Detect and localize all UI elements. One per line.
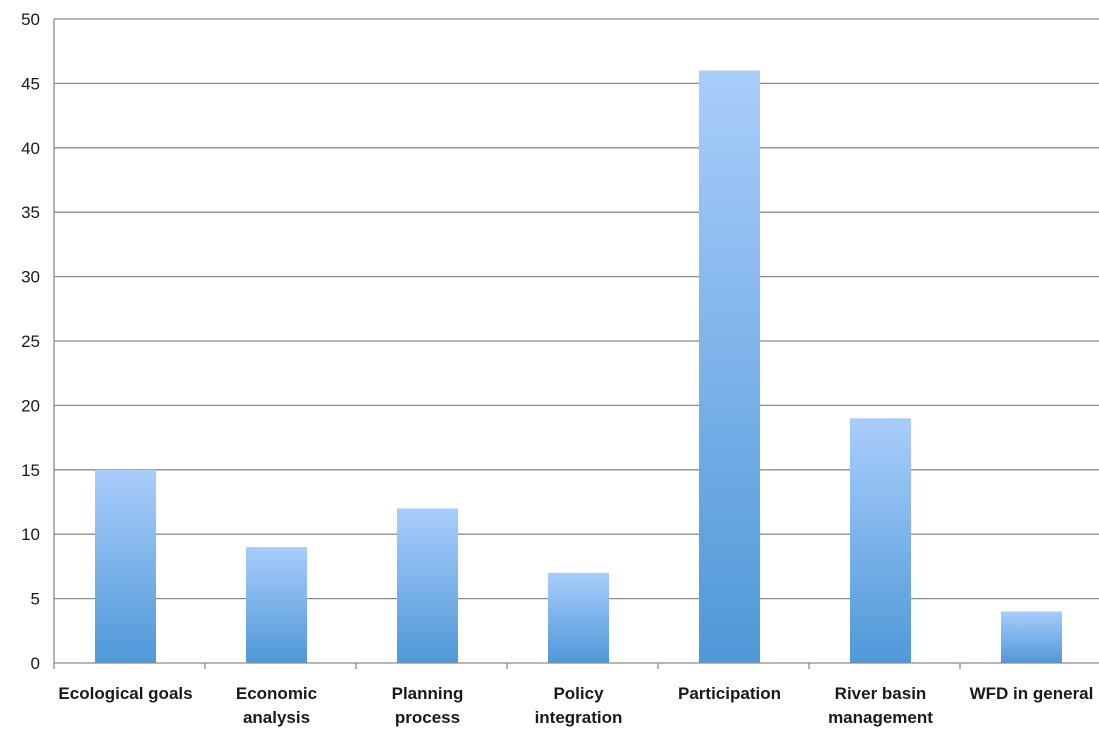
- y-tick-label: 30: [21, 268, 40, 287]
- x-tick-label: Ecological goals: [58, 684, 192, 703]
- bar: [246, 547, 307, 663]
- x-tick-label-line: Ecological goals: [58, 684, 192, 703]
- x-tick-label: Policy integration: [535, 684, 623, 727]
- y-tick-label: 10: [21, 525, 40, 544]
- y-tick-label: 35: [21, 203, 40, 222]
- bar: [1001, 611, 1062, 663]
- x-tick-label: Participation: [678, 684, 781, 703]
- y-tick-labels: 0 5 10 15 20 25 30 35 40 45 50: [21, 10, 40, 673]
- x-tick-label-line: River basin: [835, 684, 927, 703]
- bar: [850, 418, 911, 663]
- y-tick-label: 15: [21, 461, 40, 480]
- bar: [95, 469, 156, 663]
- x-tick-label: River basin management: [828, 684, 933, 727]
- x-tick-labels: Ecological goals Economic analysis Planning…: [58, 684, 1093, 727]
- y-tick-label: 20: [21, 396, 40, 415]
- x-tick-label-line: process: [395, 708, 460, 727]
- y-tick-label: 5: [31, 590, 40, 609]
- y-tick-label: 45: [21, 74, 40, 93]
- gridlines: [54, 18, 1099, 600]
- y-tick-label: 40: [21, 139, 40, 158]
- y-tick-label: 25: [21, 332, 40, 351]
- x-tick-label-line: integration: [535, 708, 623, 727]
- bars: [95, 70, 1062, 663]
- x-tick-label-line: WFD in general: [970, 684, 1094, 703]
- x-tick-label-line: management: [828, 708, 933, 727]
- x-tick-label-line: Planning: [392, 684, 464, 703]
- x-tick-label: WFD in general: [970, 684, 1094, 703]
- y-tick-label: 0: [31, 654, 40, 673]
- x-tick-label-line: Participation: [678, 684, 781, 703]
- bar: [548, 572, 609, 663]
- x-tick-label-line: analysis: [243, 708, 310, 727]
- y-tick-label: 50: [21, 10, 40, 29]
- x-tick-label: Economic analysis: [236, 684, 317, 727]
- bar: [397, 508, 458, 663]
- x-tick-label-line: Economic: [236, 684, 317, 703]
- axes: [53, 19, 1099, 669]
- x-tick-label: Planning process: [392, 684, 464, 727]
- x-tick-label-line: Policy: [553, 684, 604, 703]
- bar: [699, 70, 760, 663]
